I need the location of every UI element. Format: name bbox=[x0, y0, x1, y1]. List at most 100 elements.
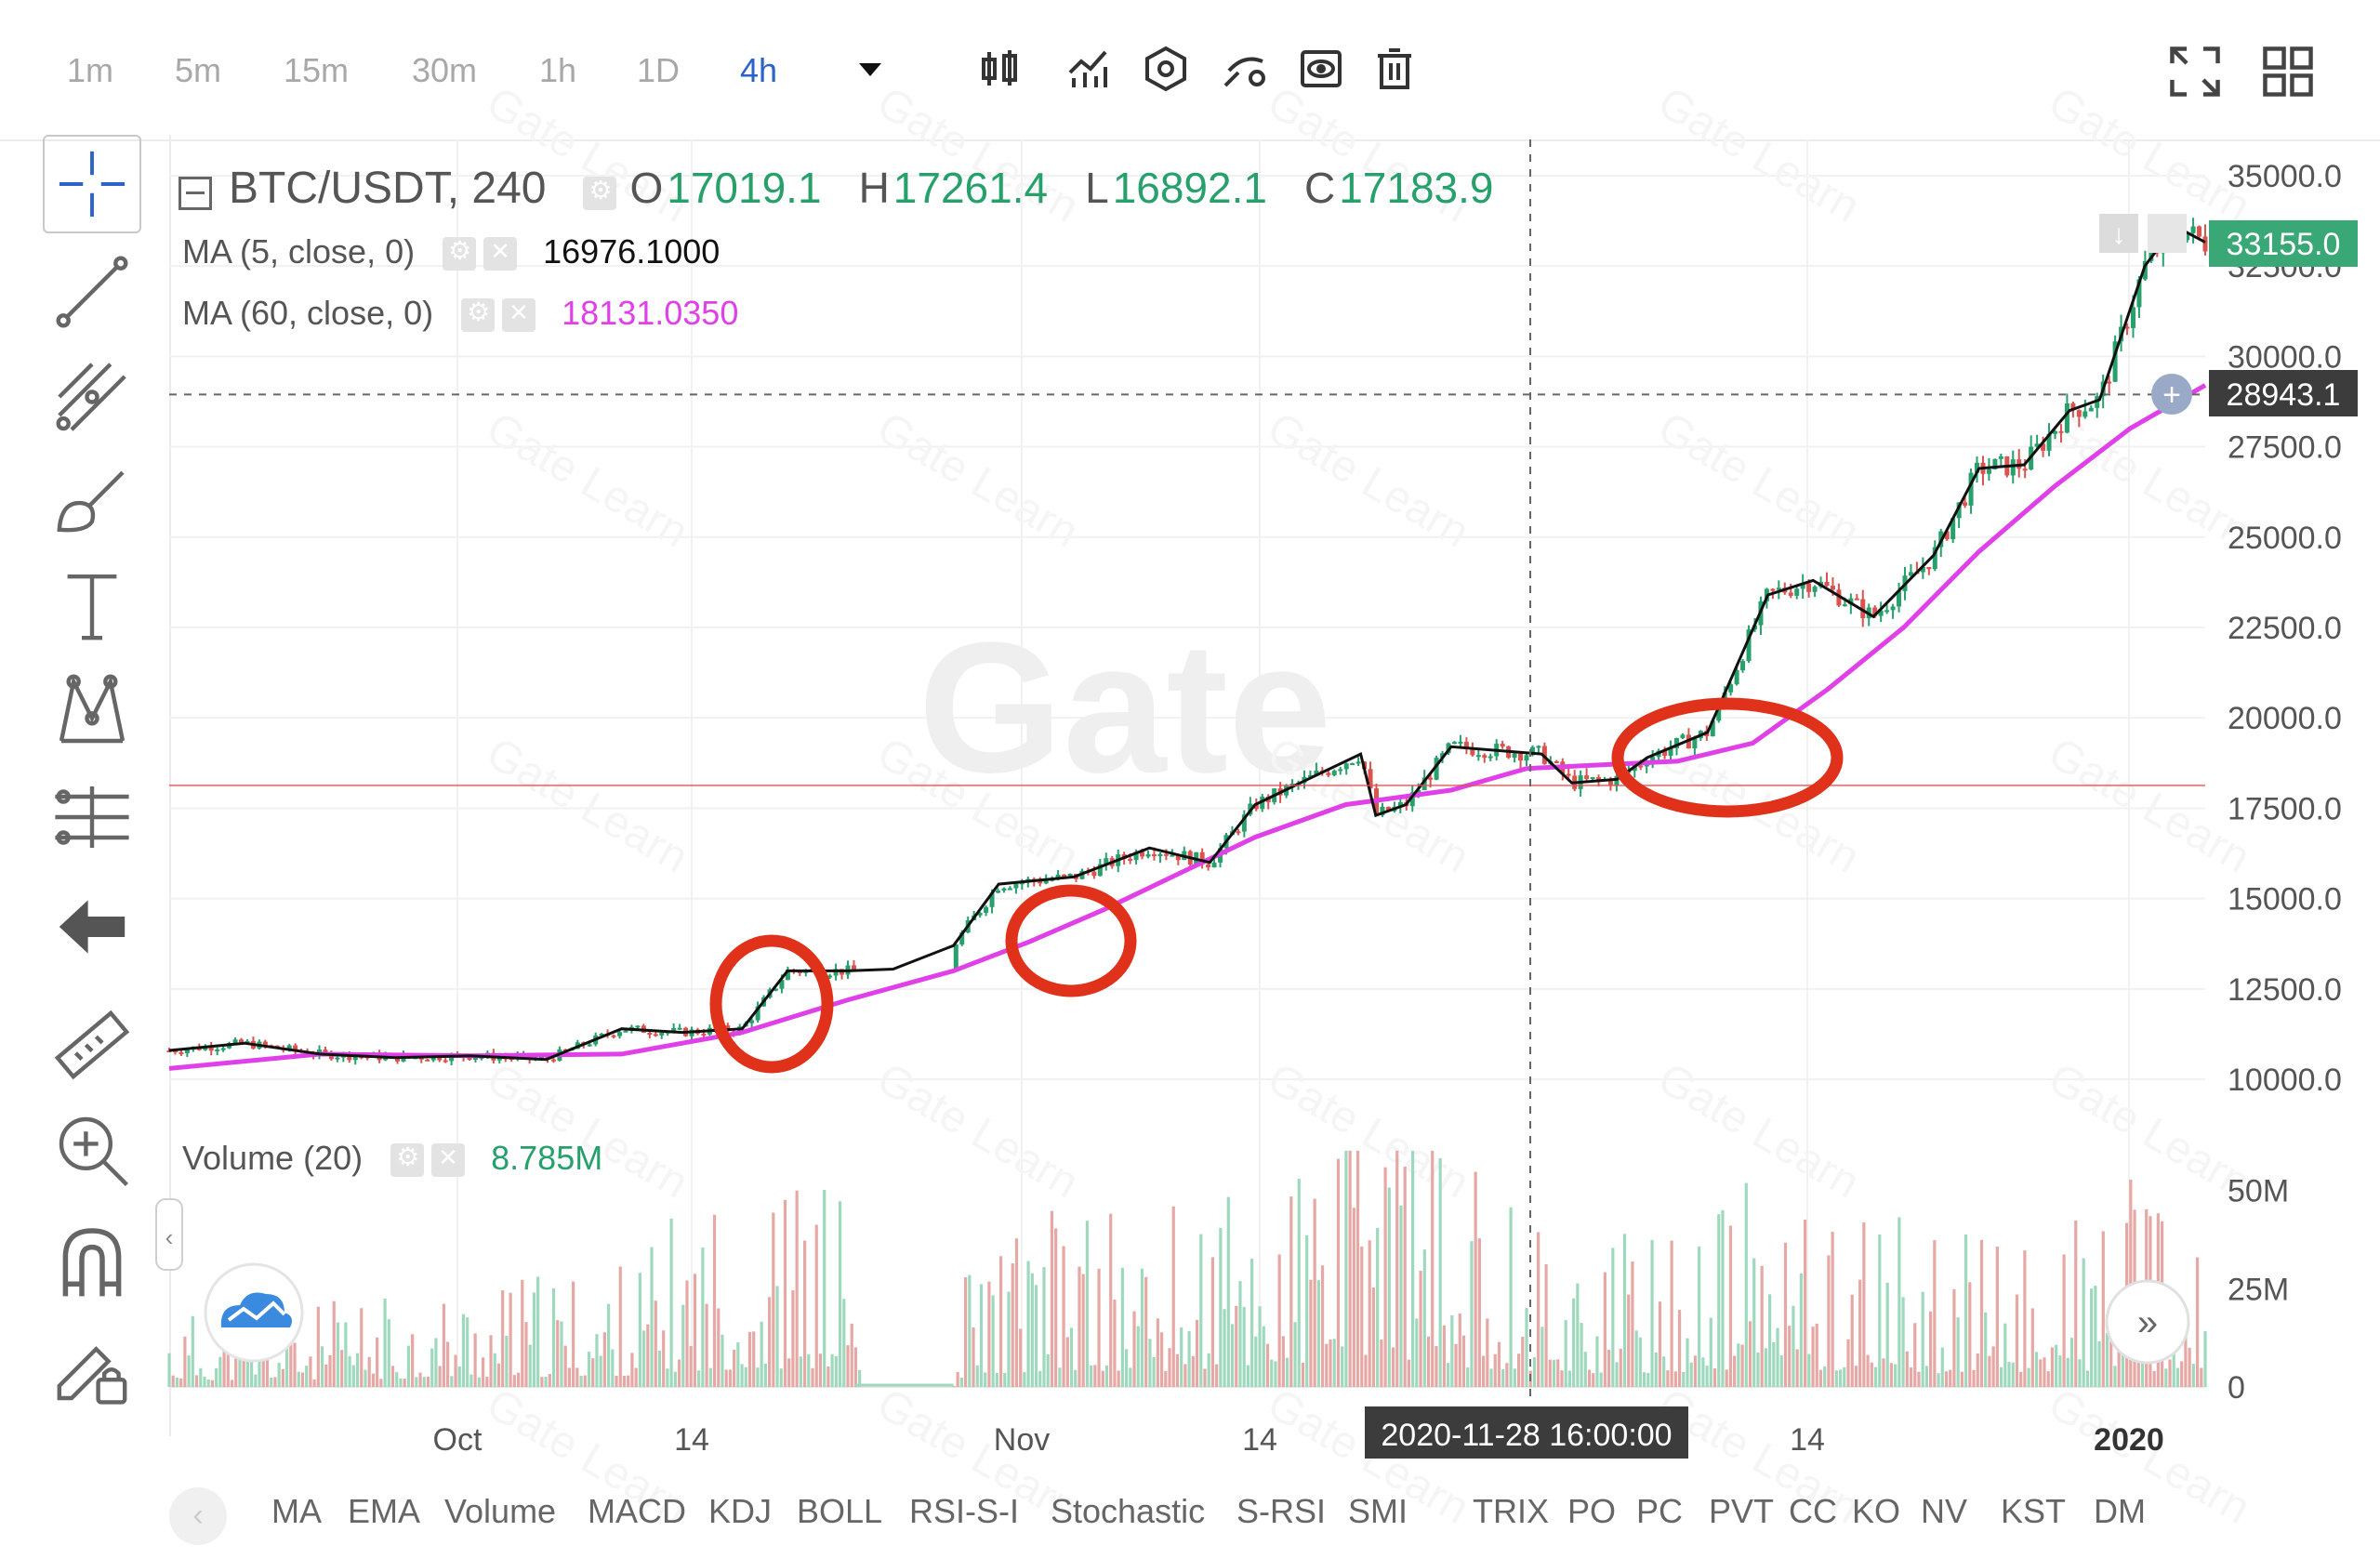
y-tick-label: 25000.0 bbox=[2228, 521, 2342, 556]
candles-icon[interactable] bbox=[976, 45, 1025, 93]
timeframe-1m[interactable]: 1m bbox=[67, 51, 114, 89]
timeframe-4h[interactable]: 4h bbox=[740, 51, 778, 89]
candle-body bbox=[1728, 684, 1734, 693]
volume-bar bbox=[1619, 1348, 1622, 1387]
volume-bar bbox=[1486, 1318, 1489, 1387]
lock-pencil-icon[interactable] bbox=[51, 1327, 133, 1408]
volume-bar bbox=[316, 1306, 320, 1387]
measure-icon[interactable] bbox=[51, 776, 133, 858]
volume-bar bbox=[1870, 1362, 1873, 1387]
ma5-settings-icon[interactable] bbox=[443, 235, 477, 271]
volume-close-icon[interactable] bbox=[431, 1143, 466, 1178]
indicator-bar-toggle[interactable]: ‹ bbox=[169, 1487, 227, 1545]
volume-bar bbox=[2062, 1254, 2066, 1387]
timeframe-15m[interactable]: 15m bbox=[284, 51, 350, 89]
volume-bar bbox=[1435, 1345, 1438, 1387]
brush-icon[interactable] bbox=[51, 460, 133, 542]
volume-bar bbox=[591, 1358, 595, 1387]
indicator-ema[interactable]: EMA bbox=[348, 1492, 421, 1530]
volume-bar bbox=[834, 1355, 838, 1387]
candle-body bbox=[1770, 588, 1776, 591]
volume-bar bbox=[956, 1371, 959, 1387]
volume-bar bbox=[1673, 1371, 1677, 1387]
volume-bar bbox=[1607, 1350, 1611, 1387]
volume-bar bbox=[1069, 1327, 1074, 1387]
indicator-boll[interactable]: BOLL bbox=[797, 1492, 883, 1530]
volume-bar bbox=[1034, 1285, 1038, 1387]
candle-body bbox=[755, 1006, 760, 1021]
volume-bar bbox=[1383, 1167, 1387, 1387]
back-arrow-icon[interactable] bbox=[51, 886, 133, 968]
indicator-rsi-s-i[interactable]: RSI-S-I bbox=[909, 1492, 1020, 1530]
volume-bar bbox=[747, 1331, 752, 1387]
volume-bar bbox=[273, 1377, 277, 1387]
indicator-dm[interactable]: DM bbox=[2094, 1492, 2146, 1530]
trash-icon[interactable] bbox=[1370, 45, 1419, 93]
volume-bar bbox=[297, 1371, 300, 1387]
volume-bar bbox=[1305, 1235, 1309, 1387]
candle-body bbox=[335, 1057, 340, 1060]
volume-bar bbox=[1705, 1366, 1709, 1387]
collapse-legend-icon[interactable] bbox=[178, 177, 212, 211]
zoom-in-icon[interactable] bbox=[51, 1109, 133, 1191]
volume-bar bbox=[203, 1376, 206, 1387]
crosshair-icon[interactable] bbox=[43, 135, 141, 233]
timeframe-1d[interactable]: 1D bbox=[637, 51, 681, 89]
timeframe-5m[interactable]: 5m bbox=[175, 51, 222, 89]
volume-bar bbox=[1101, 1370, 1104, 1387]
indicator-cc[interactable]: CC bbox=[1789, 1492, 1837, 1530]
timeframe-1h[interactable]: 1h bbox=[539, 51, 577, 89]
volume-bar bbox=[1474, 1171, 1477, 1387]
volume-bar bbox=[1615, 1362, 1619, 1387]
candle-body bbox=[1463, 741, 1469, 749]
settings-hex-icon[interactable] bbox=[1142, 45, 1190, 93]
timeframe-30m[interactable]: 30m bbox=[412, 51, 478, 89]
volume-bar bbox=[1207, 1353, 1210, 1387]
indicator-s-rsi[interactable]: S-RSI bbox=[1236, 1492, 1327, 1530]
indicator-po[interactable]: PO bbox=[1567, 1492, 1617, 1530]
indicator-ma[interactable]: MA bbox=[271, 1492, 322, 1530]
candle-body bbox=[833, 969, 839, 976]
volume-bar bbox=[1226, 1196, 1230, 1387]
volume-bar bbox=[1438, 1157, 1442, 1387]
text-icon[interactable] bbox=[51, 564, 133, 646]
indicator-trix[interactable]: TRIX bbox=[1473, 1492, 1550, 1530]
volume-settings-icon[interactable] bbox=[390, 1142, 425, 1178]
indicator-smi[interactable]: SMI bbox=[1348, 1492, 1408, 1530]
dropdown-arrow-icon[interactable] bbox=[846, 45, 894, 93]
indicator-macd[interactable]: MACD bbox=[588, 1492, 686, 1530]
layout-grid-icon[interactable] bbox=[2261, 45, 2315, 99]
volume-bar bbox=[1521, 1336, 1525, 1387]
trend-line-icon[interactable] bbox=[51, 251, 133, 333]
volume-bar bbox=[1250, 1258, 1254, 1387]
indicator-kdj[interactable]: KDJ bbox=[708, 1492, 773, 1530]
magnet-icon[interactable] bbox=[51, 1221, 133, 1302]
indicator-stochastic[interactable]: Stochastic bbox=[1051, 1492, 1206, 1530]
indicators-icon[interactable] bbox=[1064, 45, 1113, 93]
template-icon[interactable] bbox=[1220, 45, 1268, 93]
indicator-volume[interactable]: Volume bbox=[444, 1492, 557, 1530]
indicator-pvt[interactable]: PVT bbox=[1709, 1492, 1775, 1530]
indicator-ko[interactable]: KO bbox=[1852, 1492, 1901, 1530]
volume-bar bbox=[532, 1292, 536, 1387]
symbol-settings-icon[interactable] bbox=[583, 175, 617, 211]
ma60-settings-icon[interactable] bbox=[461, 297, 496, 333]
indicator-pc[interactable]: PC bbox=[1636, 1492, 1684, 1530]
volume-bar bbox=[1894, 1364, 1897, 1387]
volume-bar bbox=[1572, 1298, 1576, 1387]
pattern-icon[interactable] bbox=[51, 669, 133, 751]
ruler-icon[interactable] bbox=[51, 1004, 133, 1086]
indicator-kst[interactable]: KST bbox=[2001, 1492, 2067, 1530]
fullscreen-icon[interactable] bbox=[2168, 45, 2222, 99]
volume-bar bbox=[1316, 1280, 1320, 1387]
volume-bar bbox=[364, 1369, 367, 1387]
pitchfork-icon[interactable] bbox=[51, 356, 133, 438]
candle-body bbox=[2185, 232, 2190, 241]
indicator-nv[interactable]: NV bbox=[1921, 1492, 1968, 1530]
ma5-close-icon[interactable] bbox=[483, 237, 518, 271]
eye-icon[interactable] bbox=[1297, 45, 1345, 93]
candle-body bbox=[677, 1027, 682, 1030]
volume-bar bbox=[371, 1373, 376, 1387]
ma60-close-icon[interactable] bbox=[502, 298, 536, 333]
